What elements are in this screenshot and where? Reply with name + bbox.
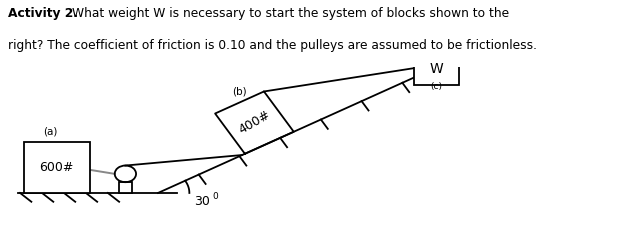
Text: 600#: 600# [40, 161, 74, 174]
Text: Activity 2.: Activity 2. [8, 7, 78, 20]
Text: 0: 0 [212, 192, 218, 201]
Text: 400#: 400# [236, 109, 273, 137]
Text: What weight W is necessary to start the system of blocks shown to the: What weight W is necessary to start the … [72, 7, 509, 20]
Bar [24, 142, 90, 193]
Text: 30: 30 [194, 195, 210, 208]
Bar [119, 182, 132, 193]
Text: (a): (a) [43, 127, 58, 137]
Text: (c): (c) [430, 82, 443, 91]
Text: (b): (b) [232, 87, 247, 97]
Bar [414, 56, 459, 85]
Text: W: W [429, 62, 443, 76]
Text: right? The coefficient of friction is 0.10 and the pulleys are assumed to be fri: right? The coefficient of friction is 0.… [8, 39, 537, 52]
